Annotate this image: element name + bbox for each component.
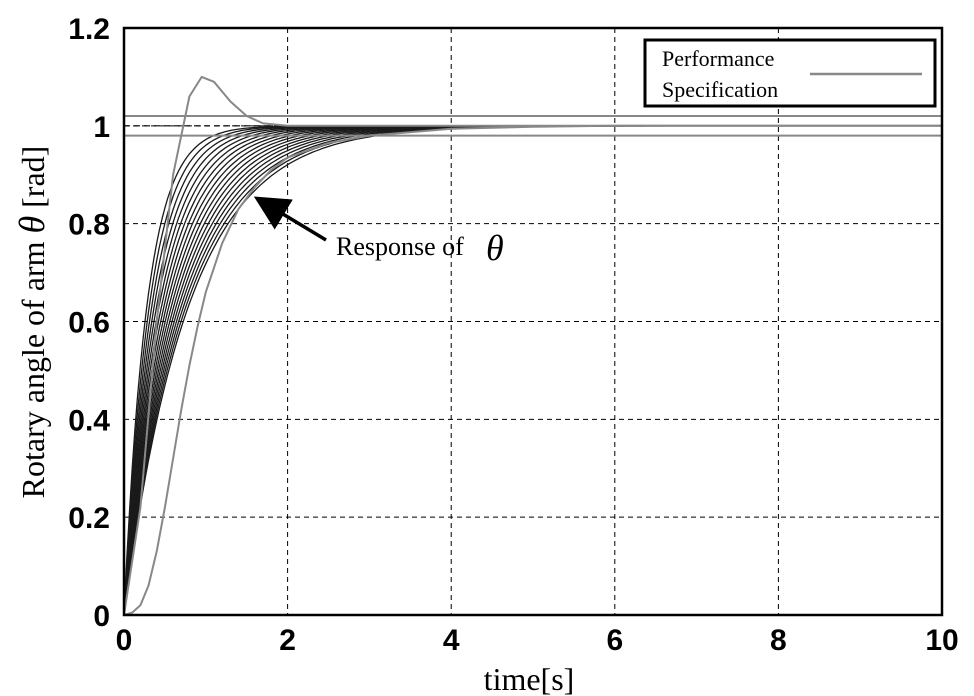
annotation-text: Response of (336, 232, 464, 261)
annotation: Response of θ (253, 196, 504, 268)
x-tick-label: 2 (279, 624, 296, 657)
curves-group (124, 75, 942, 615)
y-tick-label: 1.2 (68, 13, 110, 46)
y-tick-label: 0.6 (68, 307, 110, 340)
x-tick-labels: 0 2 4 6 8 10 (116, 624, 959, 657)
x-tick-label: 4 (443, 624, 460, 657)
y-tick-labels: 0 0.2 0.4 0.6 0.8 1 1.2 (68, 13, 110, 633)
legend: Performance Specification (643, 38, 937, 108)
x-axis-label: time[s] (484, 661, 575, 696)
x-tick-label: 10 (925, 624, 958, 657)
legend-label-line1: Performance (662, 46, 774, 71)
plot-frame (122, 26, 944, 617)
x-tick-label: 8 (770, 624, 787, 657)
y-axis-label-suffix: [rad] (15, 146, 51, 208)
annotation-symbol: θ (486, 228, 504, 268)
y-axis-label: Rotary angle of arm θ [rad] (12, 146, 52, 499)
y-tick-label: 0.8 (68, 209, 110, 242)
spec-curve-lower-bound (124, 124, 942, 615)
y-axis-label-symbol: θ (12, 216, 52, 234)
x-tick-label: 0 (116, 624, 133, 657)
y-tick-label: 0 (93, 600, 110, 633)
y-tick-label: 0.2 (68, 502, 110, 535)
annotation-arrow (253, 196, 327, 242)
y-axis-label-prefix: Rotary angle of arm (15, 241, 51, 498)
y-tick-label: 0.4 (68, 404, 110, 437)
x-tick-label: 6 (606, 624, 623, 657)
y-tick-label: 1 (93, 111, 110, 144)
legend-label-line2: Specification (662, 77, 778, 102)
